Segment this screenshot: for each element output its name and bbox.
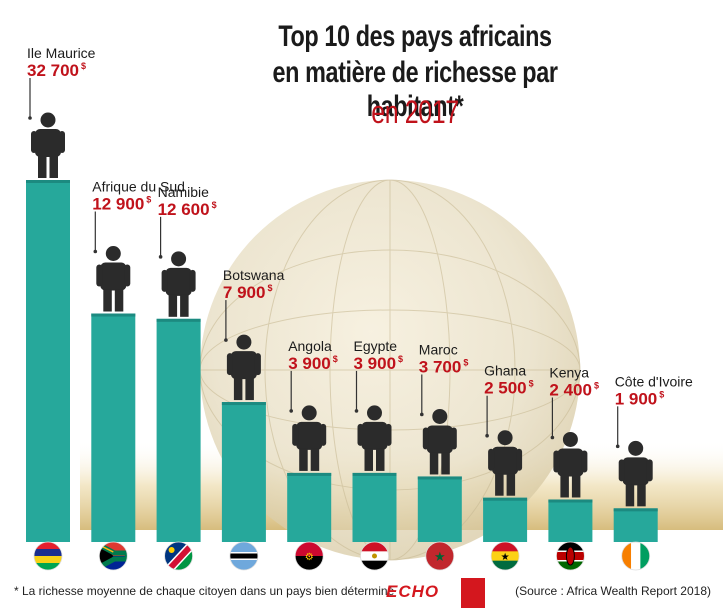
bar-8 [548,499,593,542]
footnote: * La richesse moyenne de chaque citoyen … [14,584,395,598]
bar-top-5 [352,472,397,476]
mauritius-flag-icon [33,541,63,571]
country-label-4: Angola [288,338,332,354]
country-label-7: Ghana [484,363,526,379]
bar-top-1 [91,313,136,317]
echo-logo: ECHO [386,582,440,601]
bar-top-7 [483,497,528,501]
bar-top-3 [221,402,266,406]
person-icon-9 [618,440,653,507]
bar-5 [352,472,397,542]
agence-ecofin-logo [461,578,485,608]
bar-top-6 [417,476,462,480]
value-label-1: 12 900 $ [92,195,151,214]
person-icon-6 [422,408,457,475]
morocco-flag-icon: ★ [425,541,455,571]
botswana-flag-icon [229,541,259,571]
bar-top-0 [26,180,70,183]
person-icon-7 [488,430,523,496]
svg-text:★: ★ [434,549,446,564]
person-icon-3 [226,334,261,401]
country-label-1: Afrique du Sud [92,179,185,195]
namibia-flag-icon [164,541,194,571]
country-label-2: Namibie [158,184,210,200]
value-label-9: 1 900 $ [615,389,665,408]
chart-title-year: en 2017 [371,94,459,130]
person-icon-5 [357,405,392,471]
label-pole-dot-5 [354,409,359,413]
chart-title-line1: Top 10 des pays africains [278,20,552,53]
source-note: (Source : Africa Wealth Report 2018) [515,584,711,598]
person-icon-8 [553,431,588,498]
person-icon-0 [31,112,65,178]
bar-2 [156,318,201,542]
value-label-2: 12 600 $ [158,200,217,219]
kenya-flag-icon [556,541,585,571]
person-icon-4 [292,405,327,471]
country-label-3: Botswana [223,267,285,283]
bar-4 [287,472,332,542]
person-icon-1 [96,246,131,312]
label-pole-dot-9 [615,444,620,449]
chart-title-line2: en matière de richesse par habitant* [272,56,558,123]
angola-flag-icon: ⚙ [294,541,324,571]
label-pole-dot-0 [28,116,32,120]
egypt-flag-icon [360,541,389,571]
bar-top-9 [613,508,658,512]
svg-text:⚙: ⚙ [305,552,314,563]
bar-6 [417,476,462,542]
value-label-7: 2 500 $ [484,379,534,398]
label-pole-dot-3 [224,338,228,342]
label-pole-dot-2 [158,255,163,259]
country-label-8: Kenya [549,364,589,380]
label-pole-dot-8 [550,435,555,440]
label-pole-dot-7 [485,433,489,438]
value-label-8: 2 400 $ [549,380,599,399]
bar-top-2 [156,318,201,322]
ghana-flag-icon: ★ [490,541,520,571]
country-label-5: Egypte [354,338,398,354]
svg-text:★: ★ [501,552,510,563]
bar-top-4 [287,472,332,476]
value-label-6: 3 700 $ [419,357,469,376]
value-label-5: 3 900 $ [354,354,404,373]
value-label-3: 7 900 $ [223,283,273,302]
bar-1 [91,313,136,542]
bar-3 [221,402,266,542]
country-label-9: Côte d'Ivoire [615,373,693,389]
label-pole-dot-6 [420,412,424,417]
value-label-0: 32 700 $ [27,61,86,80]
bar-top-8 [548,499,593,503]
label-pole-dot-4 [289,409,294,413]
value-label-4: 3 900 $ [288,354,338,373]
bar-9 [613,508,658,542]
ivory-coast-flag-icon [621,541,651,571]
bar-0 [26,180,70,542]
label-pole-dot-1 [93,249,98,254]
bar-7 [483,497,528,542]
country-label-0: Ile Maurice [27,45,96,61]
south-africa-flag-icon [98,541,128,571]
country-label-6: Maroc [419,341,458,357]
person-icon-2 [161,251,196,317]
